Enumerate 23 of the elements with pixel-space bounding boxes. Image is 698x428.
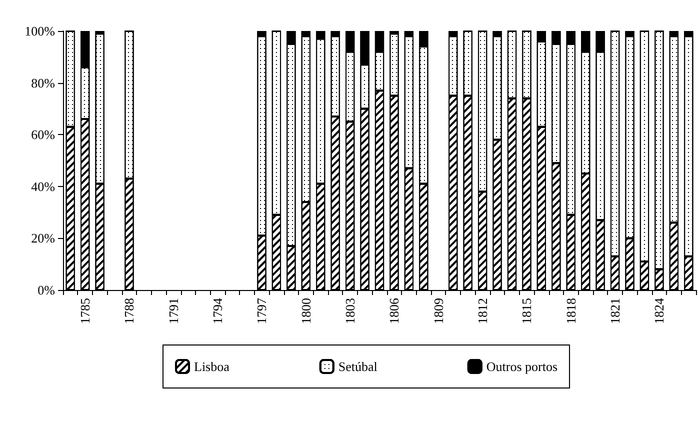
x-tick-label: 1785	[78, 298, 93, 324]
legend-label: Lisboa	[194, 359, 230, 374]
x-tick-label: 1809	[430, 298, 446, 324]
y-tick-label: 100%	[24, 24, 56, 38]
y-tick-label: 80%	[31, 75, 56, 90]
x-tick-label: 1794	[210, 298, 226, 324]
y-tick-label: 40%	[31, 178, 56, 194]
x-tick-label: 1821	[608, 298, 623, 324]
x-tick-label: 1803	[342, 298, 358, 324]
x-tick-label: 1824	[652, 298, 667, 324]
x-tick-label: 1788	[122, 298, 137, 324]
x-tick-label: 1806	[386, 298, 402, 324]
y-tick-label: 0%	[38, 282, 56, 298]
x-tick-label: 1815	[519, 298, 534, 324]
x-tick-label: 1791	[166, 298, 181, 324]
x-tick-label: 1800	[298, 298, 314, 324]
legend-label: Setúbal	[338, 359, 378, 374]
legend-label: Outros portos	[486, 359, 558, 374]
x-tick-label: 1797	[254, 298, 270, 324]
y-tick-label: 20%	[31, 230, 56, 246]
x-tick-label: 1812	[475, 298, 490, 324]
y-tick-label: 60%	[31, 127, 56, 142]
x-tick-label: 1818	[563, 298, 578, 324]
